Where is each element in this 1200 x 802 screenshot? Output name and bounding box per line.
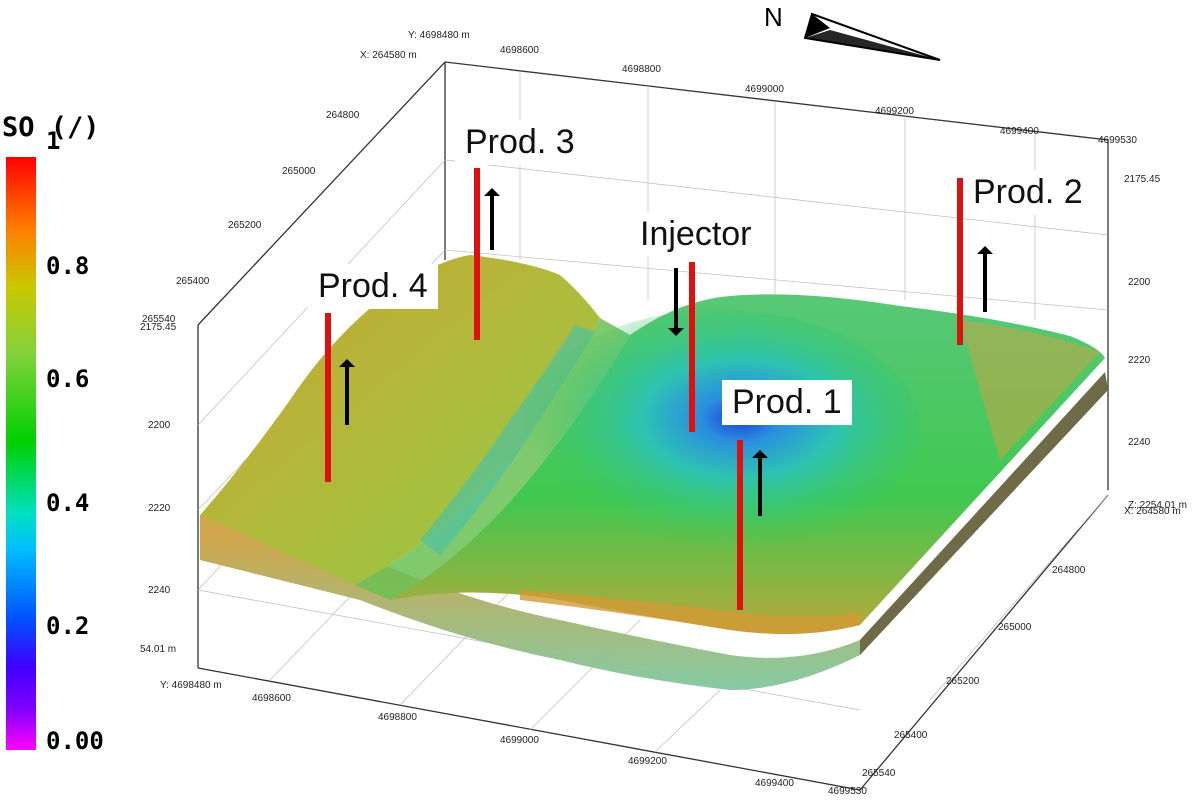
axis-tick-bottom-y-3: 4699000 — [500, 735, 539, 746]
well-label-prod-1: Prod. 1 — [722, 380, 852, 426]
axis-tick-bottom-y-0: Y: 4698480 m — [160, 680, 222, 691]
north-label: N — [764, 2, 783, 32]
axis-tick-top-y-5: 4699400 — [1000, 126, 1039, 137]
legend-tick-0.4: 0.4 — [46, 489, 90, 517]
axis-tick-bottom-y-1: 4698600 — [252, 693, 291, 704]
legend-tick-0.6: 0.6 — [46, 365, 90, 393]
axis-tick-top-x-1: 264800 — [326, 110, 360, 121]
reservoir-sides — [200, 372, 1108, 690]
axis-tick-left-z-4: 54.01 m — [140, 644, 177, 655]
axis-tick-bottom-y-5: 4699400 — [755, 778, 794, 789]
axis-tick-right-z-0: 2175.45 — [1124, 174, 1161, 185]
color-scale-bar — [6, 157, 36, 750]
axis-tick-top-y-6: 4699530 — [1098, 135, 1137, 146]
flow-arrow-icon-prod-2 — [977, 246, 993, 312]
axis-tick-top-x-5: 265540 — [142, 314, 176, 325]
flow-arrow-icon-prod-4 — [339, 359, 355, 425]
north-arrow-icon — [803, 12, 941, 61]
axis-tick-top-x-4: 265400 — [176, 276, 210, 287]
well-label-prod-2: Prod. 2 — [963, 170, 1093, 216]
axis-tick-left-z-1: 2200 — [148, 420, 171, 431]
axis-tick-right-z-3: 2240 — [1128, 437, 1151, 448]
axis-tick-bottom-y-6: 4699530 — [828, 786, 867, 797]
axis-tick-bottom-y-2: 4698800 — [378, 712, 417, 723]
legend-tick-0.2: 0.2 — [46, 612, 90, 640]
well-label-prod-4: Prod. 4 — [308, 264, 438, 310]
axis-tick-bottom-x-4: 265400 — [894, 730, 928, 741]
well-label-prod-3: Prod. 3 — [455, 120, 585, 166]
axis-tick-right-z-2: 2220 — [1128, 355, 1151, 366]
flow-arrows — [339, 188, 993, 516]
well-label-injector: Injector — [630, 212, 762, 258]
axis-tick-left-z-2: 2220 — [148, 503, 171, 514]
axis-tick-top-x-3: 265200 — [228, 220, 262, 231]
right-reservoir-block — [390, 294, 1105, 634]
flow-arrow-icon-injector — [668, 268, 684, 336]
axis-tick-top-y-4: 4699200 — [875, 106, 914, 117]
axis-tick-bottom-y-4: 4699200 — [628, 756, 667, 767]
axis-tick-bottom-x-2: 265000 — [998, 622, 1032, 633]
flow-arrow-icon-prod-3 — [484, 188, 500, 250]
axis-tick-left-z-3: 2240 — [148, 585, 171, 596]
axis-tick-left-z-0: 2175.45 — [140, 322, 177, 333]
legend-tick-1: 1 — [46, 127, 61, 155]
bounding-box — [197, 61, 1109, 791]
axis-tick-top-y-1: 4698600 — [500, 45, 539, 56]
axis-tick-top-x-0: X: 264580 m — [360, 50, 417, 61]
well-sticks — [325, 168, 963, 610]
axis-tick-right-z-4: Z: 2254.01 m — [1128, 500, 1187, 511]
axis-tick-top-y-2: 4698800 — [622, 64, 661, 75]
axis-tick-bottom-x-3: 265200 — [946, 676, 980, 687]
flow-arrow-icon-prod-1 — [752, 450, 768, 516]
legend-tick-0.8: 0.8 — [46, 252, 90, 280]
legend-tick-0.00: 0.00 — [46, 727, 104, 755]
axis-tick-bottom-x-5: 265540 — [862, 768, 896, 779]
axis-tick-right-z-1: 2200 — [1128, 277, 1151, 288]
legend-title: SO (/) — [2, 112, 100, 143]
axis-tick-top-x-2: 265000 — [282, 166, 316, 177]
axis-tick-bottom-x-0: X: 264580 m — [1124, 506, 1181, 517]
axis-tick-top-y-0: Y: 4698480 m — [408, 30, 470, 41]
axis-tick-top-y-3: 4699000 — [745, 84, 784, 95]
axis-tick-bottom-x-1: 264800 — [1052, 565, 1086, 576]
